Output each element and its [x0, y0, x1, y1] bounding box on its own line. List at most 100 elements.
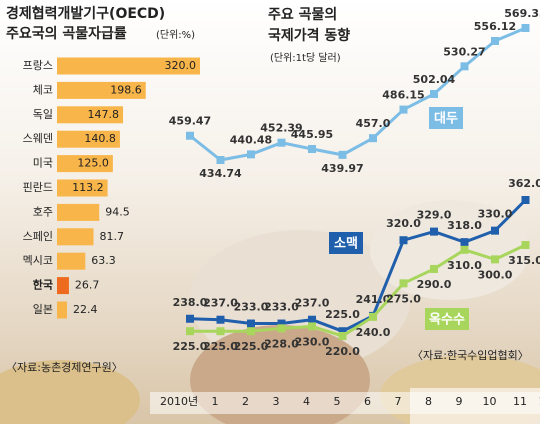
category-label: 스페인: [23, 230, 53, 243]
data-label: 329.0: [417, 209, 452, 222]
category-label: 일본: [33, 302, 53, 316]
point: [460, 245, 469, 254]
point: [277, 324, 286, 333]
data-label: 300.0: [478, 268, 513, 281]
point: [521, 24, 530, 32]
x-tick-label: 12월: [538, 395, 540, 408]
data-label: 225.0: [203, 340, 238, 353]
data-label: 290.0: [417, 278, 452, 291]
point: [216, 315, 225, 324]
x-axis-label: 2010년: [160, 395, 198, 408]
legend-swatch: [429, 107, 463, 129]
point: [430, 227, 438, 236]
line: [189, 26, 527, 162]
data-label: 318.0: [447, 219, 482, 232]
data-label: 230.0: [295, 335, 330, 348]
point: [521, 241, 530, 250]
bar: [57, 57, 200, 75]
point: [491, 255, 499, 264]
point: [186, 314, 194, 323]
grain-pile: [0, 360, 140, 424]
data-label: 459.47: [169, 115, 211, 128]
data-label: 439.97: [321, 162, 363, 175]
legend-label: 소맥: [334, 236, 358, 252]
data-label: 237.0: [203, 297, 238, 310]
source: 〈자료:한국수입업협회〉: [412, 349, 529, 362]
subtitle: 주요국의 곡물자급률: [6, 25, 127, 42]
axis-band: [150, 392, 540, 414]
legend-label: 옥수수: [429, 312, 465, 328]
data-label: 240.0: [356, 326, 391, 339]
category-label: 체코: [33, 83, 53, 96]
point: [247, 150, 255, 159]
subtitle: 국제가격 동향: [268, 27, 350, 44]
point: [369, 134, 377, 143]
title: 주요 곡물의: [268, 6, 337, 23]
point: [338, 332, 347, 340]
value-label: 94.5: [105, 205, 130, 218]
point: [277, 319, 286, 328]
line: [190, 243, 527, 338]
category-label: 멕시코: [23, 254, 53, 267]
point: [430, 264, 438, 273]
point: [308, 145, 316, 154]
data-label: 569.35: [504, 7, 540, 20]
x-tick-label: 9: [456, 395, 463, 408]
x-tick-label: 2: [242, 395, 249, 408]
x-tick-label: 10: [483, 395, 497, 408]
data-label: 310.0: [447, 259, 482, 272]
line: [189, 198, 527, 333]
grain-pile: [370, 200, 530, 300]
x-tick-label: 7: [395, 395, 402, 408]
data-label: 238.0: [173, 296, 208, 309]
category-label: 미국: [33, 157, 53, 170]
legend-swatch: [329, 232, 363, 254]
point: [186, 131, 194, 140]
data-label: 225.0: [234, 340, 269, 353]
x-tick-label: 5: [334, 395, 341, 408]
bar: [57, 179, 108, 197]
point: [277, 138, 286, 147]
point: [216, 156, 225, 164]
data-label: 225.0: [173, 340, 208, 353]
bar: [57, 228, 94, 246]
data-label: 237.0: [295, 297, 330, 310]
point: [521, 196, 530, 204]
x-tick-label: 11: [513, 395, 527, 408]
category-label: 호주: [33, 205, 53, 218]
legend-label: 대두: [434, 112, 458, 127]
data-label: 434.74: [199, 167, 242, 180]
point: [247, 319, 255, 328]
point: [308, 315, 316, 324]
point: [491, 226, 499, 235]
data-label: 320.0: [386, 217, 421, 230]
title: 경제협력개발기구(OECD): [6, 5, 165, 22]
value-label: 63.3: [91, 254, 116, 267]
x-tick-label: 4: [303, 395, 310, 408]
legend-swatch: [425, 308, 469, 330]
bar: [57, 155, 113, 173]
point: [338, 150, 347, 159]
point: [308, 322, 316, 331]
bar: [57, 81, 146, 99]
data-label: 502.04: [413, 73, 456, 86]
point: [186, 327, 194, 336]
bar: [57, 203, 100, 221]
x-tick-label: 1: [212, 395, 219, 408]
data-label: 556.12: [474, 20, 516, 33]
bar: [57, 106, 124, 124]
value-label: 198.6: [110, 83, 142, 96]
data-label: 445.95: [291, 128, 333, 141]
data-label: 315.0: [508, 254, 540, 267]
value-label: 147.8: [88, 108, 120, 121]
x-tick-label: 3: [273, 395, 280, 408]
unit-note: (단위:%): [156, 28, 195, 41]
unit-note: (단위:1t당 달러): [270, 51, 341, 64]
category-label: 핀란드: [23, 181, 53, 194]
category-label: 스웨덴: [23, 132, 53, 145]
data-label: 233.0: [264, 301, 299, 314]
category-label: 한국: [33, 278, 53, 292]
bar: [57, 130, 120, 148]
point: [247, 327, 255, 336]
